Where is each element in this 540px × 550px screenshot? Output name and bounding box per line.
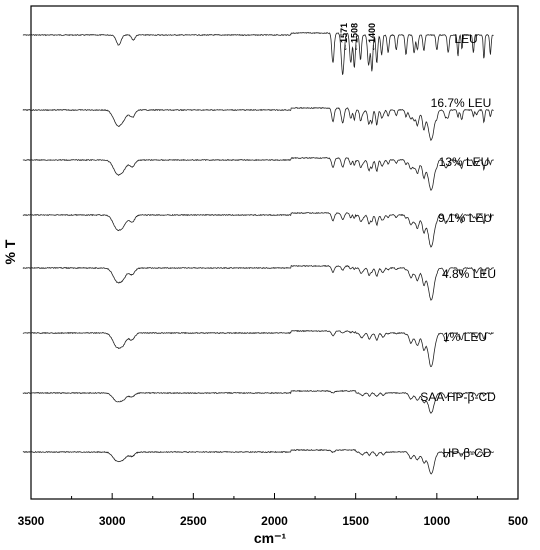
spectrum-trace	[22, 389, 494, 414]
spectrum-trace	[22, 329, 494, 368]
series-label: LEU	[454, 32, 477, 46]
x-axis-title: cm⁻¹	[254, 530, 287, 546]
peak-label: ←1400	[367, 23, 377, 52]
series-label: 1% LEU	[443, 330, 487, 344]
series-label: SAA HP-β-CD	[420, 390, 496, 404]
spectrum-trace	[22, 448, 494, 475]
x-tick-label: 500	[508, 514, 528, 528]
x-tick-label: 2000	[261, 514, 288, 528]
spectrum-trace	[22, 264, 494, 301]
x-tick-label: 1500	[342, 514, 369, 528]
spectrum-trace	[22, 107, 494, 142]
series-label: 16.7% LEU	[431, 96, 492, 110]
spectrum-trace	[22, 31, 494, 75]
x-tick-label: 2500	[180, 514, 207, 528]
peak-label: ←1508	[349, 23, 359, 52]
y-axis-title: % T	[2, 239, 18, 264]
series-label: 4.8% LEU	[442, 267, 496, 281]
spectrum-trace	[22, 157, 494, 191]
series-label: HP-β-CD	[443, 446, 492, 460]
series-label: 13% LEU	[439, 155, 490, 169]
spectrum-trace	[22, 212, 494, 248]
plot-frame	[30, 5, 519, 500]
x-tick-label: 3000	[99, 514, 126, 528]
x-tick-label: 1000	[423, 514, 450, 528]
x-tick-label: 3500	[18, 514, 45, 528]
series-label: 9.1% LEU	[438, 211, 492, 225]
peak-label: ←1571	[339, 23, 349, 52]
